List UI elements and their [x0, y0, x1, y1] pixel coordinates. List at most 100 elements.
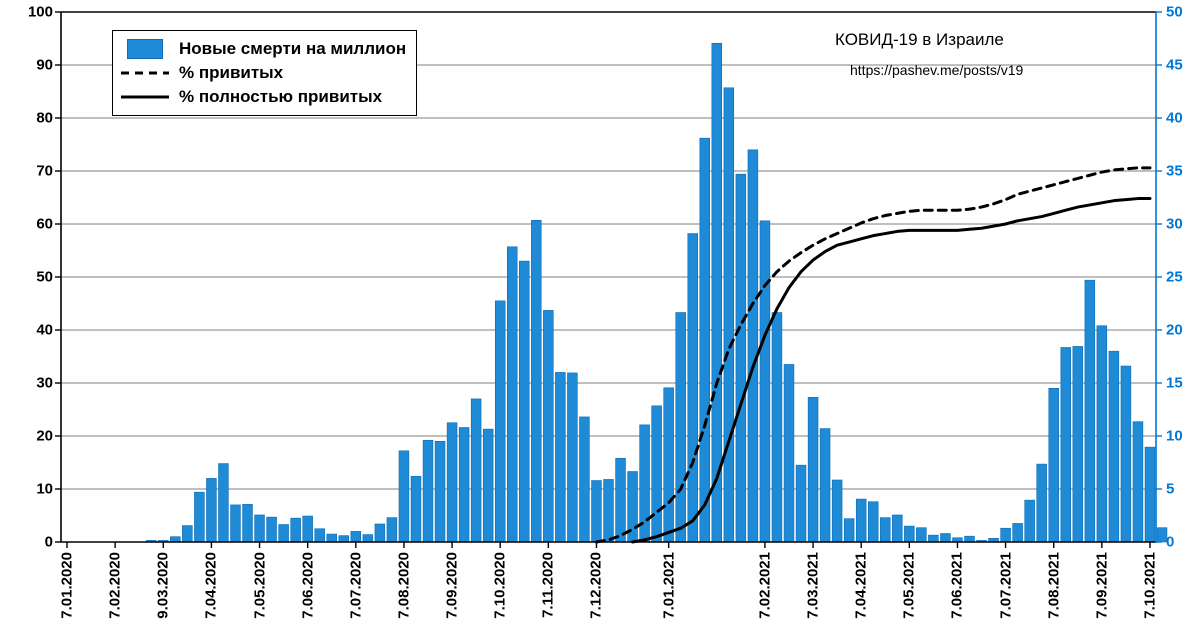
- bar: [1121, 366, 1131, 542]
- y-left-tick: 80: [36, 110, 53, 127]
- x-tick-label: 7.06.2020: [299, 552, 316, 619]
- bar: [339, 536, 349, 542]
- bar: [243, 504, 253, 542]
- bar: [880, 518, 890, 542]
- series-line: [633, 199, 1150, 542]
- bar: [892, 515, 902, 542]
- y-left-tick: 50: [36, 269, 53, 286]
- bar: [796, 465, 806, 542]
- bar: [928, 535, 938, 542]
- source-url: https://pashev.me/posts/v19: [850, 62, 1023, 78]
- bar: [206, 478, 216, 542]
- bar: [736, 174, 746, 542]
- bar: [219, 464, 229, 542]
- bar: [1097, 326, 1107, 542]
- legend-label: Новые смерти на миллион: [179, 39, 406, 59]
- bar: [760, 221, 770, 542]
- bar: [459, 428, 469, 542]
- bar: [351, 531, 361, 542]
- bar: [291, 518, 301, 542]
- y-left-tick: 0: [45, 534, 53, 551]
- y-left-tick: 30: [36, 375, 53, 392]
- bar: [423, 440, 433, 542]
- bar: [231, 505, 241, 542]
- bar: [1001, 528, 1011, 542]
- bar: [1049, 388, 1059, 542]
- bar: [279, 525, 289, 542]
- bar: [652, 406, 662, 542]
- x-tick-label: 7.05.2020: [251, 552, 268, 619]
- y-right-tick: 20: [1166, 322, 1183, 339]
- bar: [772, 313, 782, 542]
- bar: [664, 388, 674, 542]
- legend-item: Новые смерти на миллион: [119, 37, 406, 61]
- bar: [676, 313, 686, 542]
- bar: [1073, 346, 1083, 542]
- bar: [411, 476, 421, 542]
- y-right-tick: 35: [1166, 163, 1183, 180]
- x-tick-label: 9.03.2020: [155, 552, 172, 619]
- x-tick-label: 7.06.2021: [949, 552, 966, 619]
- bar: [868, 502, 878, 542]
- bar: [1133, 422, 1143, 542]
- bar: [567, 373, 577, 542]
- bar: [592, 481, 602, 542]
- bar: [267, 517, 277, 542]
- bar: [965, 536, 975, 542]
- bar: [471, 399, 481, 542]
- y-right-tick: 45: [1166, 57, 1183, 74]
- bar: [255, 515, 265, 542]
- bar: [1085, 280, 1095, 542]
- bar: [700, 138, 710, 542]
- bar: [844, 519, 854, 542]
- x-tick-label: 7.11.2020: [540, 552, 557, 618]
- legend-swatch: [119, 63, 171, 83]
- x-tick-label: 7.03.2021: [805, 552, 822, 619]
- bar: [1109, 351, 1119, 542]
- bar: [748, 150, 758, 542]
- bar: [1145, 447, 1155, 542]
- bar: [904, 526, 914, 542]
- bar: [604, 479, 614, 542]
- x-tick-label: 7.01.2021: [660, 552, 677, 619]
- bar: [543, 310, 553, 542]
- bar: [507, 247, 517, 542]
- bar: [1061, 347, 1071, 542]
- legend-swatch: [119, 87, 171, 107]
- bar: [555, 372, 565, 542]
- y-right-tick: 10: [1166, 428, 1183, 445]
- covid-chart: 0102030405060708090100051015202530354045…: [0, 0, 1200, 628]
- x-tick-label: 7.09.2021: [1093, 552, 1110, 619]
- bar: [784, 364, 794, 542]
- bar: [315, 529, 325, 542]
- bar: [832, 480, 842, 542]
- legend-item: % привитых: [119, 61, 406, 85]
- bar: [182, 526, 192, 542]
- x-tick-label: 7.12.2020: [588, 552, 605, 619]
- y-right-tick: 25: [1166, 269, 1183, 286]
- chart-title: КОВИД-19 в Израиле: [835, 30, 1004, 50]
- y-left-tick: 70: [36, 163, 53, 180]
- y-left-tick: 60: [36, 216, 53, 233]
- legend-item: % полностью привитых: [119, 85, 406, 109]
- bar: [820, 429, 830, 542]
- legend: Новые смерти на миллион % привитых% полно…: [112, 30, 417, 116]
- legend-label: % привитых: [179, 63, 283, 83]
- bar: [447, 423, 457, 542]
- bar: [688, 234, 698, 542]
- bar: [519, 261, 529, 542]
- bar: [724, 88, 734, 542]
- bar: [483, 429, 493, 542]
- bar: [916, 528, 926, 542]
- y-right-tick: 0: [1166, 534, 1174, 551]
- x-tick-label: 7.09.2020: [444, 552, 461, 619]
- x-tick-label: 7.07.2020: [347, 552, 364, 619]
- x-tick-label: 7.04.2021: [853, 552, 870, 619]
- bar: [940, 534, 950, 542]
- x-tick-label: 7.07.2021: [997, 552, 1014, 619]
- bar: [856, 499, 866, 542]
- bar: [327, 534, 337, 542]
- x-tick-label: 7.02.2020: [107, 552, 124, 619]
- x-tick-label: 7.10.2021: [1141, 552, 1158, 619]
- x-tick-label: 7.04.2020: [203, 552, 220, 619]
